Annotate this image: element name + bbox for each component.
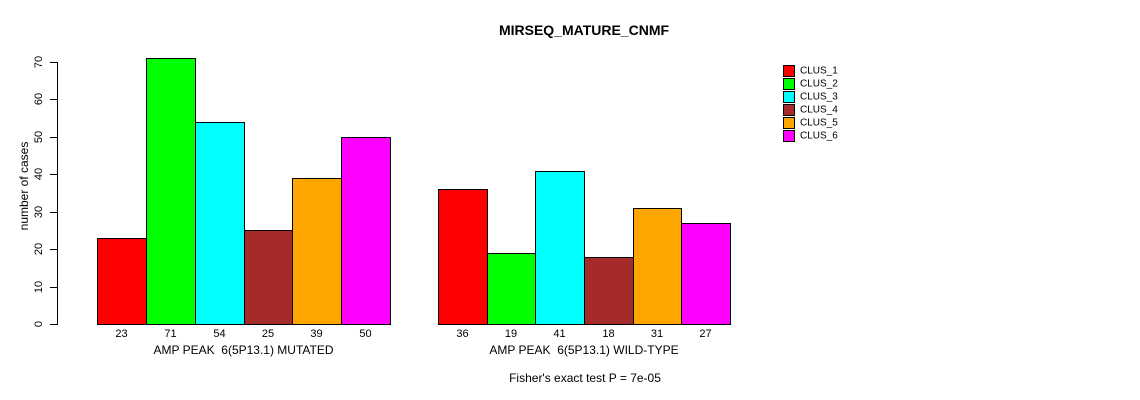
bar-value-label: 71 (164, 328, 177, 340)
bar-value-label: 50 (359, 328, 372, 340)
legend-swatch (783, 130, 795, 142)
bar (681, 223, 731, 325)
legend-swatch (783, 117, 795, 129)
y-tick (50, 62, 57, 63)
bar-value-label: 25 (261, 328, 275, 340)
bar (244, 230, 293, 325)
legend-label: CLUS_6 (800, 130, 838, 142)
bar-value-label: 23 (115, 328, 128, 340)
bar (146, 58, 196, 325)
y-axis-line (57, 62, 58, 325)
bar-value-label: 27 (699, 328, 712, 340)
fisher-test-caption: Fisher's exact test P = 7e-05 (509, 371, 661, 385)
legend-label: CLUS_4 (800, 104, 838, 116)
y-tick-label: 40 (33, 167, 45, 181)
bar-value-label: 36 (456, 328, 469, 340)
group-label-mutated: AMP PEAK 6(5P13.1) MUTATED (153, 343, 334, 357)
y-tick-label: 10 (33, 280, 45, 294)
legend-swatch (783, 91, 795, 103)
y-tick (50, 249, 57, 250)
y-tick (50, 287, 57, 288)
bar (633, 208, 682, 325)
group-label-wildtype: AMP PEAK 6(5P13.1) WILD-TYPE (489, 343, 679, 357)
chart-title: MIRSEQ_MATURE_CNMF (498, 22, 670, 38)
legend-label: CLUS_2 (800, 78, 838, 90)
legend-swatch (783, 65, 795, 77)
bar (487, 253, 536, 325)
bar (535, 171, 585, 325)
bar (438, 189, 488, 325)
y-tick-label: 70 (33, 55, 45, 69)
y-tick-label: 60 (33, 92, 45, 106)
bar-value-label: 31 (650, 328, 664, 340)
y-tick-label: 50 (33, 130, 45, 144)
legend-label: CLUS_3 (800, 91, 838, 103)
y-tick (50, 174, 57, 175)
bar-value-label: 18 (602, 328, 615, 340)
bar (97, 238, 147, 325)
y-axis-title: number of cases (17, 141, 31, 231)
bar (584, 257, 634, 325)
legend-swatch (783, 104, 795, 116)
y-tick (50, 324, 57, 325)
legend-swatch (783, 78, 795, 90)
legend-label: CLUS_1 (800, 65, 838, 77)
bar (195, 122, 245, 325)
legend-label: CLUS_5 (800, 117, 838, 129)
bar-value-label: 19 (504, 328, 518, 340)
bar (292, 178, 342, 325)
y-tick-label: 20 (33, 242, 45, 256)
y-tick-label: 0 (33, 320, 45, 328)
bar-value-label: 39 (310, 328, 323, 340)
bar (341, 137, 391, 325)
y-tick (50, 137, 57, 138)
y-tick (50, 99, 57, 100)
bar-value-label: 54 (213, 328, 226, 340)
y-tick (50, 212, 57, 213)
y-tick-label: 30 (33, 205, 45, 219)
bar-value-label: 41 (553, 328, 566, 340)
